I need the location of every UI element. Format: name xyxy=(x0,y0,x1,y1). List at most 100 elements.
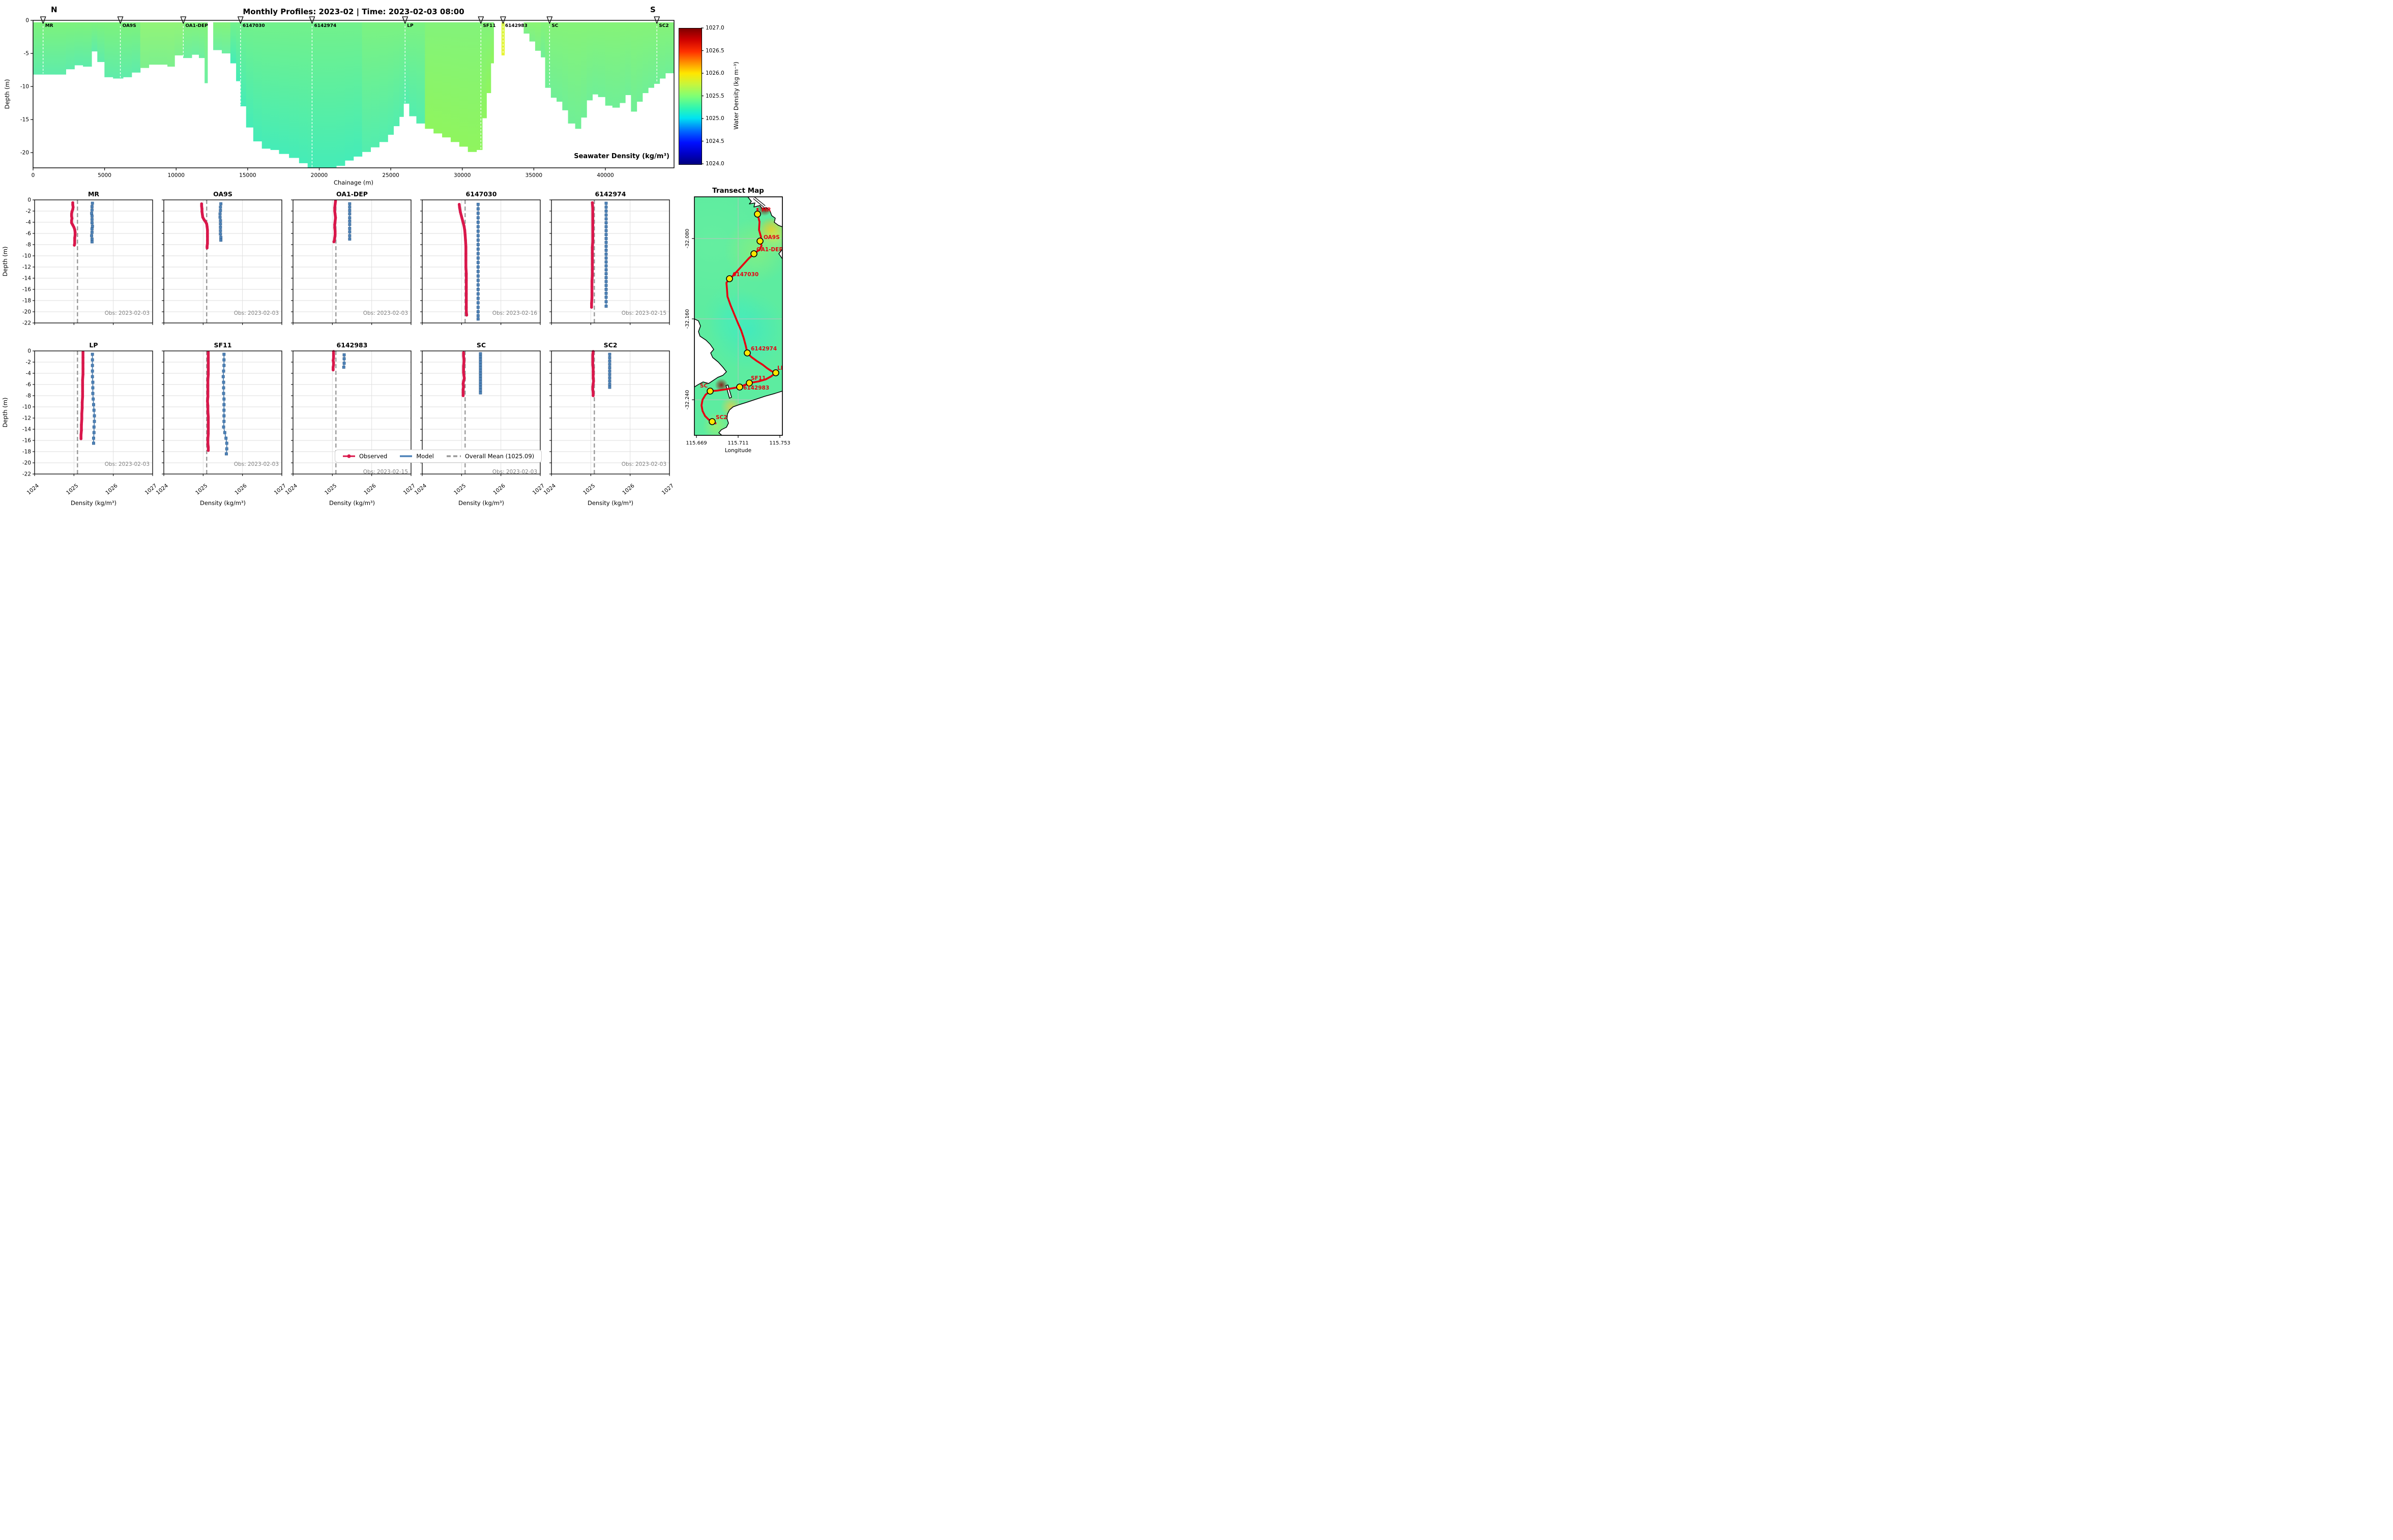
svg-text:1025: 1025 xyxy=(324,483,338,496)
svg-text:OA9S: OA9S xyxy=(764,234,780,241)
svg-text:SC: SC xyxy=(551,23,558,28)
svg-text:1025: 1025 xyxy=(582,483,596,496)
colorbar-tick-label: 1026.5 xyxy=(706,47,724,54)
profile-subplot-LP: 0 -2 -4 -6 -8 -10 -12 -14 -16 -18 -20 -22 1024 1025 10… xyxy=(22,348,158,496)
svg-text:-12: -12 xyxy=(22,416,31,422)
obs-date-sc2: Obs: 2023-02-03 xyxy=(621,461,666,467)
colorbar-tick-label: 1026.0 xyxy=(706,70,724,76)
profiles-legend: Observed Model Overall Mean (1025.09) xyxy=(335,450,542,463)
svg-text:1026: 1026 xyxy=(621,483,635,496)
subplot-title-6147030: 6147030 xyxy=(465,190,497,198)
svg-text:1024: 1024 xyxy=(414,483,428,496)
svg-text:-2: -2 xyxy=(26,209,31,215)
map-xlabel: Longitude xyxy=(724,448,752,454)
profile-subplot-6142974 xyxy=(549,199,670,325)
svg-text:-18: -18 xyxy=(22,449,31,455)
map-title: Transect Map xyxy=(712,187,764,195)
svg-text:1027: 1027 xyxy=(532,483,546,496)
svg-text:35000: 35000 xyxy=(526,172,542,179)
figure-title: Monthly Profiles: 2023-02 | Time: 2023-0… xyxy=(243,7,464,16)
obs-date-sc: Obs: 2023-02-03 xyxy=(492,469,537,475)
subplot-title-mr: MR xyxy=(87,190,100,198)
svg-text:6142974: 6142974 xyxy=(314,23,336,28)
subplot-title-oa9s: OA9S xyxy=(213,190,232,198)
svg-text:-16: -16 xyxy=(22,438,31,444)
svg-text:0: 0 xyxy=(25,18,29,24)
svg-text:1027: 1027 xyxy=(661,483,675,496)
svg-text:115.711: 115.711 xyxy=(727,440,748,446)
subplot-title-6142983: 6142983 xyxy=(336,341,368,349)
profiles-row2-ylabel: Depth (m) xyxy=(2,397,9,428)
profile-subplot-6147030 xyxy=(420,199,541,325)
svg-text:SC: SC xyxy=(700,383,708,389)
obs-date-lp: Obs: 2023-02-03 xyxy=(104,461,150,467)
svg-text:-6: -6 xyxy=(26,382,32,388)
svg-text:1027: 1027 xyxy=(402,483,417,496)
colorbar-label: Water Density (kg m⁻³) xyxy=(733,62,740,130)
map-axes: 115.669 115.711 115.753 -32.080 -32.160 -32.2… xyxy=(685,196,791,446)
svg-text:MR: MR xyxy=(45,23,53,28)
profile-subplot-SC2: 1024 1025 1026 1027 xyxy=(543,350,675,496)
svg-text:115.753: 115.753 xyxy=(769,440,790,446)
svg-text:-15: -15 xyxy=(20,117,29,123)
obs-date-6147030: Obs: 2023-02-16 xyxy=(492,310,537,316)
svg-text:1027: 1027 xyxy=(144,483,158,496)
profile-subplot-OA9S xyxy=(162,199,282,325)
colorbar-tick-label: 1025.0 xyxy=(706,115,724,122)
obs-date-6142983: Obs: 2023-02-15 xyxy=(363,469,408,475)
svg-text:15000: 15000 xyxy=(239,172,256,179)
obs-date-mr: Obs: 2023-02-03 xyxy=(104,310,150,316)
svg-text:1026: 1026 xyxy=(104,483,119,496)
svg-text:6147030: 6147030 xyxy=(243,23,265,28)
svg-text:1024: 1024 xyxy=(543,483,557,496)
model-line-icon xyxy=(400,455,413,457)
svg-text:1024: 1024 xyxy=(155,483,169,496)
figure-page: MR OA9S OA1-DEP 6147030 6142974 LP SF11 6142983… xyxy=(0,0,798,513)
xsec-ylabel: Depth (m) xyxy=(4,79,11,109)
svg-text:-8: -8 xyxy=(26,242,31,248)
svg-text:5000: 5000 xyxy=(98,172,111,179)
legend-item-model: Model xyxy=(399,453,434,460)
svg-text:6142983: 6142983 xyxy=(505,23,528,28)
xsec-annotation: Seawater Density (kg/m³) xyxy=(574,153,669,160)
colorbar xyxy=(679,28,702,165)
svg-text:OA1-DEP: OA1-DEP xyxy=(185,23,208,28)
density-xlabel-5: Density (kg/m³) xyxy=(588,499,633,507)
svg-text:-32.240: -32.240 xyxy=(685,390,690,410)
density-xlabel-4: Density (kg/m³) xyxy=(458,499,504,507)
svg-text:OA1-DEP: OA1-DEP xyxy=(756,247,783,253)
observed-line-icon xyxy=(343,454,355,458)
svg-text:1025: 1025 xyxy=(194,483,209,496)
svg-text:-22: -22 xyxy=(22,320,31,327)
subplot-title-oa1dep: OA1-DEP xyxy=(336,190,368,198)
svg-text:0: 0 xyxy=(32,172,35,179)
svg-text:1026: 1026 xyxy=(363,483,377,496)
svg-text:-32.080: -32.080 xyxy=(685,229,690,249)
svg-text:25000: 25000 xyxy=(382,172,399,179)
svg-text:1027: 1027 xyxy=(273,483,287,496)
transect-map: MR OA9S OA1-DEP 6147030 6142974 LP SF11 6142983… xyxy=(694,197,783,435)
legend-model-label: Model xyxy=(416,453,434,460)
density-xlabel-3: Density (kg/m³) xyxy=(329,499,375,507)
legend-item-observed: Observed xyxy=(342,453,387,460)
figure-canvas: MR OA9S OA1-DEP 6147030 6142974 LP SF11 6142983… xyxy=(20,16,791,496)
subplot-title-sc: SC xyxy=(476,341,486,349)
svg-text:-5: -5 xyxy=(24,51,29,57)
colorbar-tick-label: 1027.0 xyxy=(706,25,724,31)
obs-date-sf11: Obs: 2023-02-03 xyxy=(234,461,279,467)
obs-date-oa9s: Obs: 2023-02-03 xyxy=(234,310,279,316)
density-xlabel-1: Density (kg/m³) xyxy=(71,499,116,507)
svg-text:0: 0 xyxy=(27,348,31,354)
svg-text:-18: -18 xyxy=(22,298,31,304)
svg-text:OA9S: OA9S xyxy=(123,23,136,28)
svg-text:30000: 30000 xyxy=(454,172,471,179)
svg-text:SF11: SF11 xyxy=(483,23,495,28)
subplot-title-sf11: SF11 xyxy=(214,341,232,349)
cross-section-axes: 0 5000 10000 15000 20000 25000 30000 35000 40000… xyxy=(20,18,704,179)
svg-text:40000: 40000 xyxy=(597,172,614,179)
legend-item-mean: Overall Mean (1025.09) xyxy=(446,453,534,460)
svg-text:MR: MR xyxy=(762,207,771,213)
svg-text:-2: -2 xyxy=(26,360,31,366)
mean-dash-icon xyxy=(446,455,461,457)
svg-text:-10: -10 xyxy=(22,253,31,259)
